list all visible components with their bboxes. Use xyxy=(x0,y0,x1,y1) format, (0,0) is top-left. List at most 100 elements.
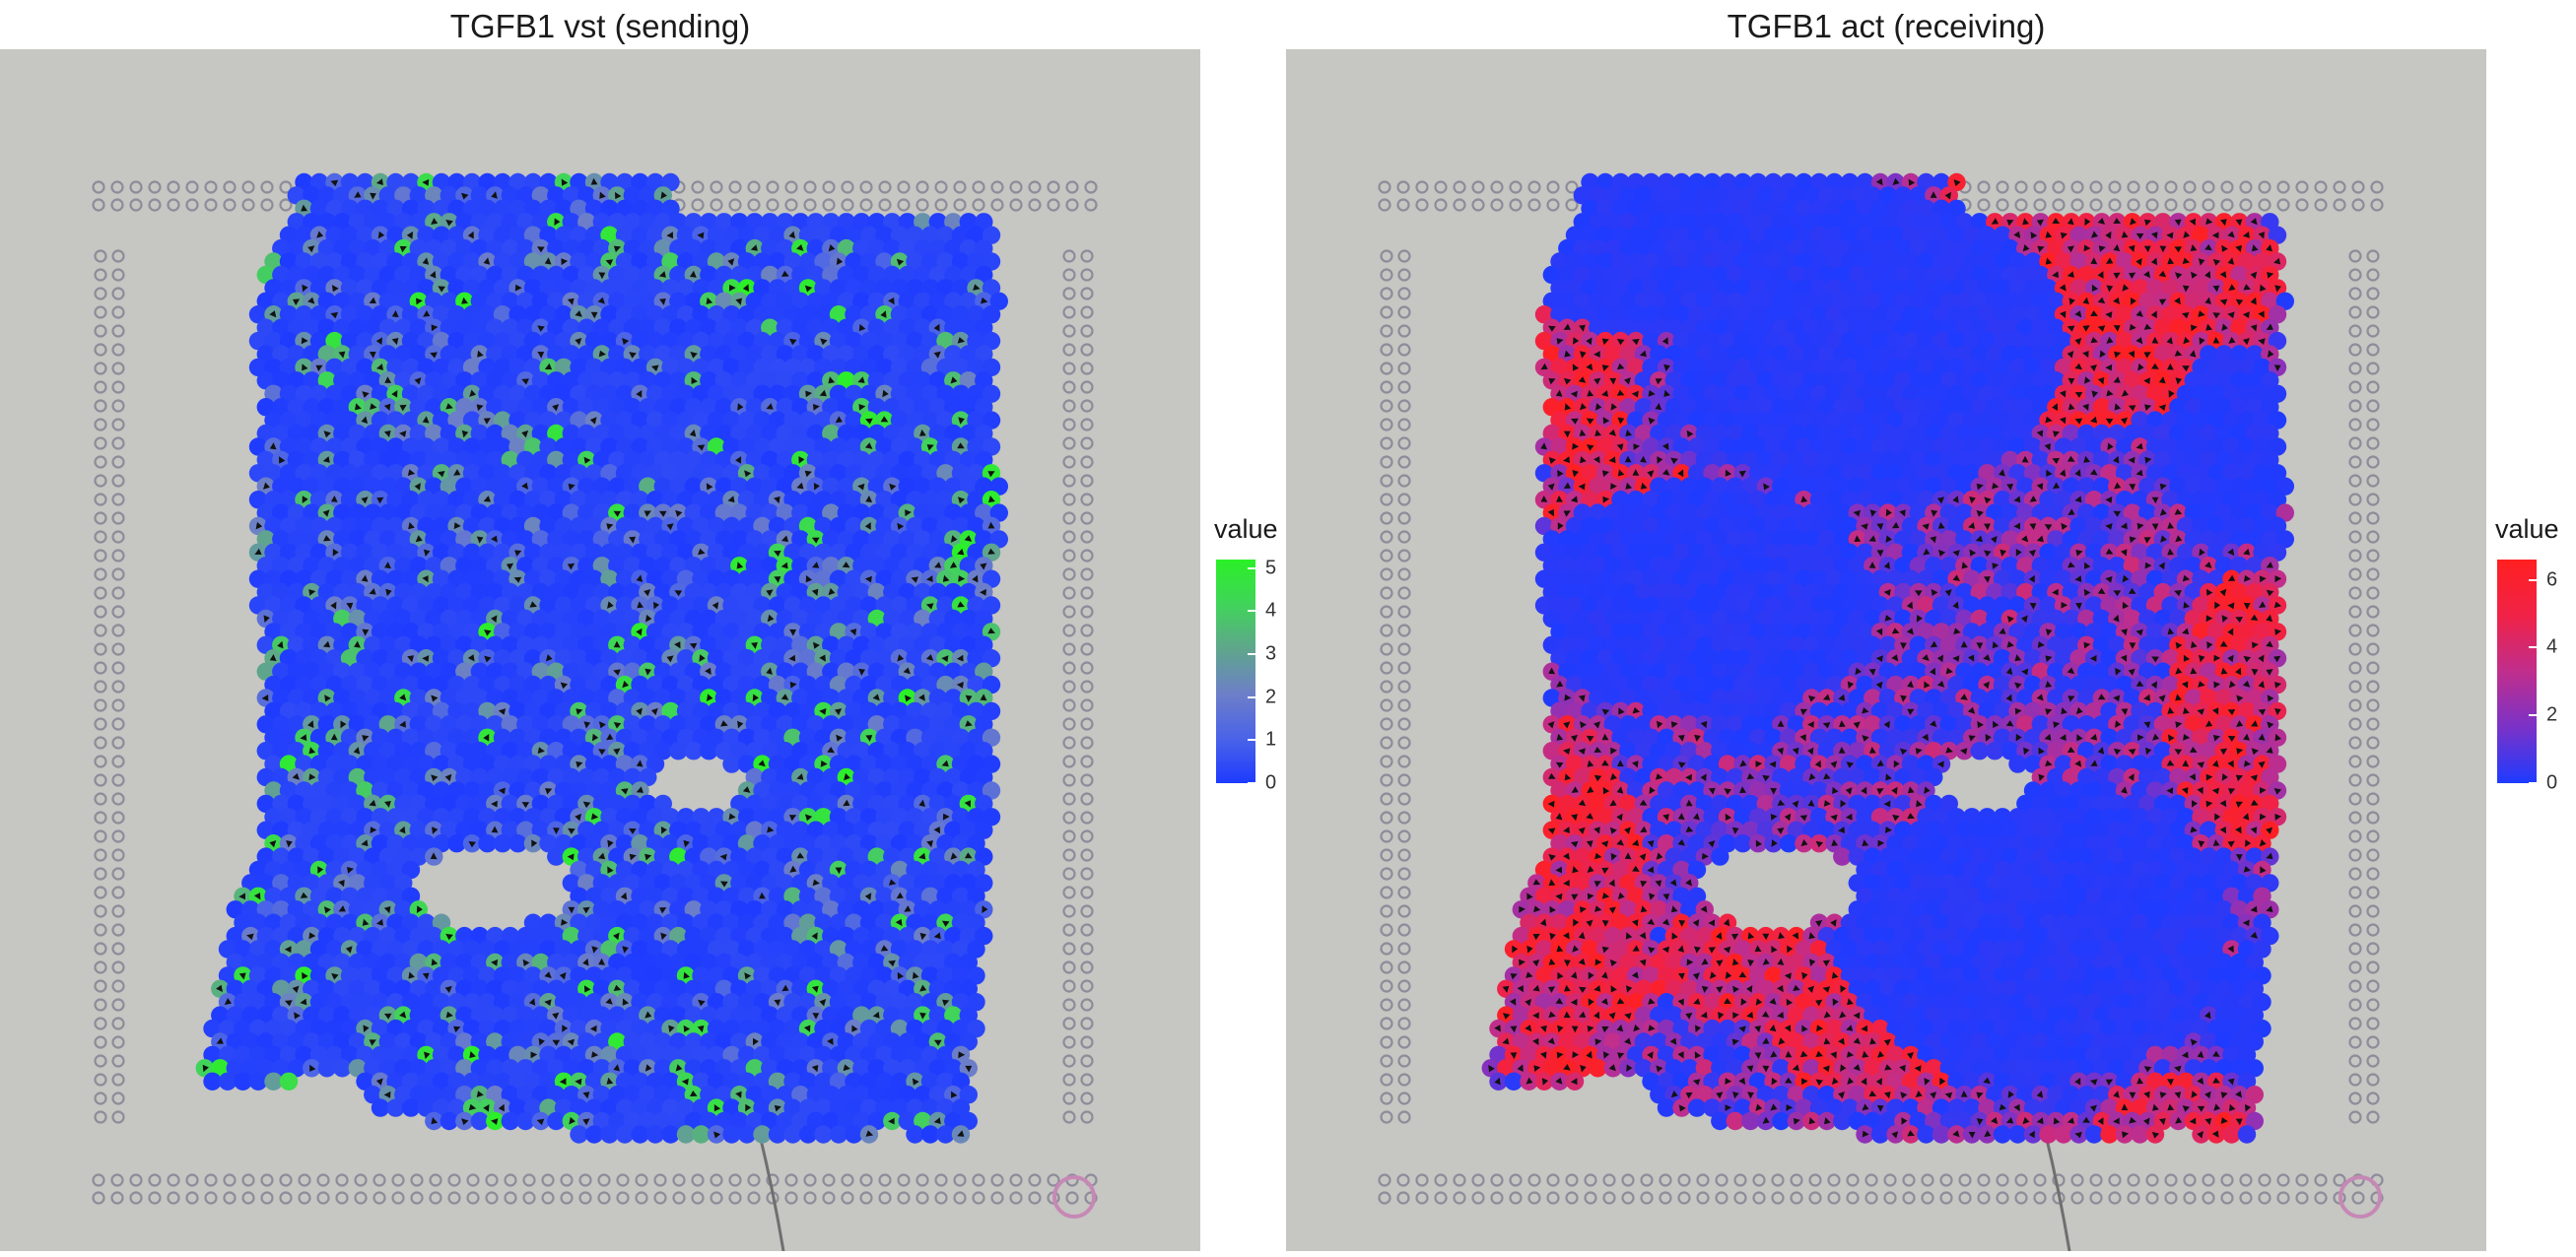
spot xyxy=(508,331,527,351)
spot xyxy=(845,569,863,588)
spot xyxy=(295,781,313,800)
spot xyxy=(883,503,902,522)
spot xyxy=(501,794,519,814)
spot xyxy=(692,305,711,324)
spot xyxy=(883,213,902,232)
spot xyxy=(562,424,580,443)
spot xyxy=(906,516,924,536)
spot xyxy=(523,940,543,959)
spot xyxy=(906,834,924,853)
scratch-line xyxy=(757,1130,785,1251)
spot xyxy=(248,464,268,483)
spot xyxy=(279,1045,299,1065)
spot xyxy=(248,993,268,1012)
spot xyxy=(730,503,749,522)
spot xyxy=(707,543,726,562)
spot xyxy=(248,1072,268,1092)
spot xyxy=(791,371,810,390)
spot xyxy=(432,913,451,932)
fiducial-dot xyxy=(504,1191,517,1205)
fiducial-dot xyxy=(915,1191,929,1205)
spot xyxy=(798,252,818,271)
spot xyxy=(645,675,665,695)
spot xyxy=(455,477,474,496)
fiducial-dot xyxy=(1062,567,1076,581)
fiducial-dot xyxy=(111,998,125,1012)
spot xyxy=(783,834,802,853)
fiducial-dot xyxy=(298,1173,311,1187)
spot xyxy=(562,635,580,654)
spot xyxy=(325,834,344,853)
spot xyxy=(829,543,848,562)
spot xyxy=(516,318,535,337)
spot xyxy=(608,1032,627,1051)
spot xyxy=(837,979,855,998)
spot xyxy=(791,1059,810,1078)
spot xyxy=(684,874,703,893)
spot xyxy=(914,821,932,839)
spot xyxy=(455,557,474,575)
spot xyxy=(462,199,482,218)
spot xyxy=(447,569,466,588)
spot xyxy=(279,675,299,695)
spot xyxy=(570,543,588,562)
spot xyxy=(867,635,886,654)
spot xyxy=(378,477,397,496)
spot xyxy=(248,305,268,324)
colorbar-tick-label: 2 xyxy=(1265,686,1277,708)
spot xyxy=(325,993,344,1012)
spot xyxy=(920,913,940,932)
spot xyxy=(806,689,825,707)
spot xyxy=(975,450,993,470)
spot xyxy=(364,424,382,443)
spot xyxy=(737,701,757,721)
spot xyxy=(814,808,833,827)
spot xyxy=(898,213,916,232)
spot xyxy=(440,742,458,761)
fiducial-dot xyxy=(597,1173,611,1187)
spot xyxy=(264,755,283,773)
spot xyxy=(340,226,360,244)
spot xyxy=(615,913,635,932)
spot xyxy=(425,424,443,443)
spot xyxy=(814,728,833,747)
spot xyxy=(531,213,550,232)
spot xyxy=(676,913,696,932)
spot xyxy=(531,477,550,496)
spot xyxy=(714,424,733,443)
spot xyxy=(837,662,855,681)
spot xyxy=(700,265,718,285)
spot xyxy=(562,1059,580,1078)
spot xyxy=(898,557,916,575)
spot xyxy=(562,767,580,787)
spot xyxy=(920,543,940,562)
spot xyxy=(562,794,580,814)
spot xyxy=(462,623,482,641)
spot xyxy=(394,450,413,470)
spot xyxy=(264,411,283,430)
fiducial-dot xyxy=(672,1191,686,1205)
spot xyxy=(325,781,344,800)
chart-title: TGFB1 vst (sending) xyxy=(449,8,751,44)
spot xyxy=(852,530,871,549)
spot xyxy=(928,742,947,761)
spot xyxy=(753,701,772,721)
spot xyxy=(348,900,367,919)
spot xyxy=(493,226,512,244)
fiducial-dot xyxy=(766,180,780,194)
spot xyxy=(829,993,848,1012)
spot xyxy=(875,1072,894,1092)
spot xyxy=(447,437,466,456)
fiducial-dot xyxy=(466,1191,480,1205)
spot xyxy=(829,437,848,456)
spot xyxy=(425,1006,443,1025)
spot xyxy=(432,411,451,430)
spot xyxy=(920,966,940,985)
spot xyxy=(898,318,916,337)
spot xyxy=(508,305,527,324)
fiducial-dot xyxy=(1062,829,1076,843)
spot xyxy=(714,477,733,496)
spot xyxy=(440,821,458,839)
spot xyxy=(493,1045,512,1065)
spot xyxy=(615,491,635,509)
